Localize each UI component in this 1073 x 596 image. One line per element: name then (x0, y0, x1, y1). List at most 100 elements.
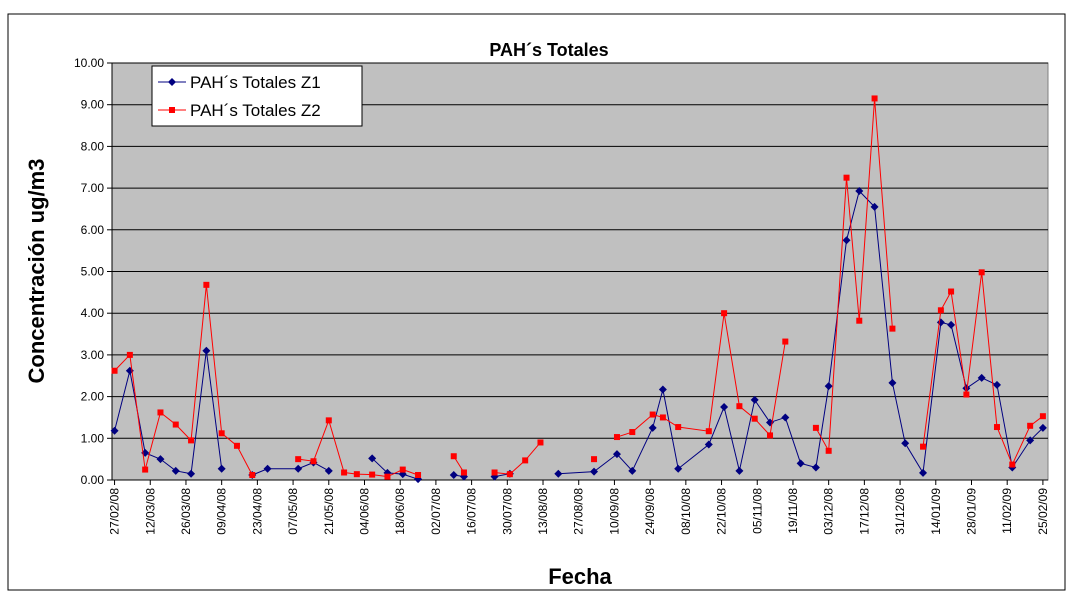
point (460, 469, 467, 476)
legend-box (151, 65, 363, 127)
point (649, 411, 656, 418)
point (870, 202, 879, 211)
x-tick-label: 24/09/08 (643, 488, 657, 535)
marks (110, 95, 1047, 484)
point (675, 424, 682, 431)
point (977, 373, 986, 382)
point (249, 471, 256, 478)
x-tick-label: 27/02/08 (108, 488, 122, 535)
point (919, 468, 928, 477)
point (142, 466, 149, 473)
point (751, 415, 758, 422)
point (824, 382, 833, 391)
x-tick-label: 16/07/08 (465, 488, 479, 535)
x-tick-label: 25/02/09 (1036, 488, 1050, 535)
point (812, 424, 819, 431)
y-tick-label: 1.00 (81, 431, 105, 445)
point (310, 458, 317, 465)
x-tick-label: 26/03/08 (179, 488, 193, 535)
point (203, 281, 210, 288)
point (156, 455, 165, 464)
point (871, 95, 878, 102)
point (920, 443, 927, 450)
chart-title: PAH´s Totales (489, 40, 608, 60)
point (294, 464, 303, 473)
point (612, 450, 621, 459)
point (781, 413, 790, 422)
x-tick-label: 13/08/08 (536, 488, 550, 535)
point (855, 187, 864, 196)
x-tick-label: 10/09/08 (607, 488, 621, 535)
y-tick-label: 10.00 (74, 56, 104, 70)
y-tick-label: 2.00 (81, 390, 105, 404)
y-tick-label: 8.00 (81, 139, 105, 153)
point (188, 437, 195, 444)
point (648, 423, 657, 432)
x-tick-label: 05/11/08 (750, 488, 764, 534)
point (449, 470, 458, 479)
x-tick-label: 21/05/08 (322, 488, 336, 535)
point (750, 395, 759, 404)
point (948, 288, 955, 295)
x-axis-label: Fecha (548, 564, 612, 589)
point (157, 409, 164, 416)
point (491, 469, 498, 476)
y-tick-label: 3.00 (81, 348, 105, 362)
legend: PAH´s Totales Z1 PAH´s Totales Z2 (151, 65, 363, 127)
point (842, 236, 851, 245)
point (324, 466, 333, 475)
point (295, 456, 302, 463)
x-tick-label: 03/12/08 (822, 488, 836, 535)
x-tick-label: 02/07/08 (429, 488, 443, 535)
point (172, 421, 179, 428)
x-tick-label: 23/04/08 (250, 488, 264, 535)
point (111, 367, 118, 374)
x-tick-label: 04/06/08 (357, 488, 371, 535)
point (962, 384, 971, 393)
point (736, 403, 743, 410)
x-tick-label: 14/01/09 (929, 488, 943, 535)
y-tick-label: 7.00 (81, 181, 105, 195)
point (825, 447, 832, 454)
point (937, 307, 944, 314)
point (674, 464, 683, 473)
point (901, 439, 910, 448)
point (450, 453, 457, 460)
point (659, 414, 666, 421)
point (369, 471, 376, 478)
point (263, 464, 272, 473)
point (325, 417, 332, 424)
point (735, 466, 744, 475)
x-tick-label: 09/04/08 (215, 488, 229, 535)
point (202, 346, 211, 355)
point (169, 107, 175, 113)
point (796, 459, 805, 468)
point (811, 463, 820, 472)
point (1026, 436, 1035, 445)
y-tick-label: 6.00 (81, 223, 105, 237)
point (415, 471, 422, 478)
point (704, 440, 713, 449)
legend-label: PAH´s Totales Z2 (190, 101, 321, 120)
x-tick-label: 18/06/08 (393, 488, 407, 535)
point (217, 464, 226, 473)
point (353, 471, 360, 478)
point (590, 467, 599, 476)
x-tick-label: 08/10/08 (679, 488, 693, 535)
point (591, 456, 598, 463)
point (233, 442, 240, 449)
point (537, 439, 544, 446)
point (399, 466, 406, 473)
point (171, 466, 180, 475)
x-tick-label: 28/01/09 (964, 488, 978, 535)
point (110, 426, 119, 435)
point (613, 434, 620, 441)
point (856, 317, 863, 324)
x-tick-label: 27/08/08 (572, 488, 586, 535)
point (1038, 423, 1047, 432)
point (341, 469, 348, 476)
point (187, 469, 196, 478)
legend-label: PAH´s Totales Z1 (190, 73, 321, 92)
point (1009, 461, 1016, 468)
